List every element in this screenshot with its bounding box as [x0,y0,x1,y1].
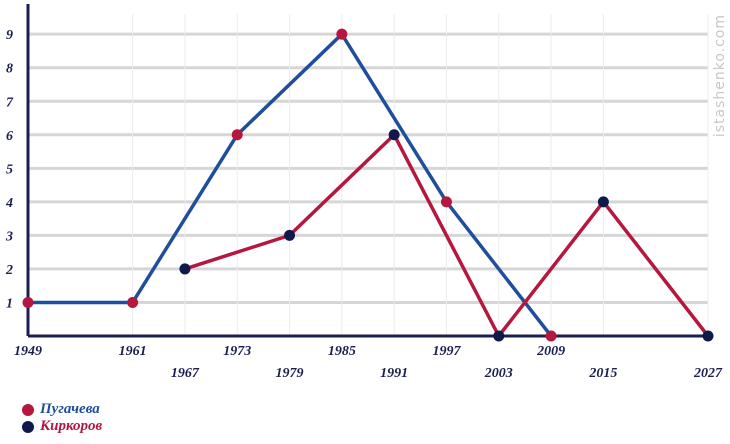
x-tick-label-2003: 2003 [484,366,513,381]
legend-label-kirkorov: Киркоров [40,418,103,434]
y-tick-label-6: 6 [6,129,13,144]
y-tick-label-2: 2 [5,263,13,278]
data-point-0-1997 [440,196,452,208]
data-point-0-1973 [231,129,243,141]
x-tick-label-2015: 2015 [588,366,617,381]
data-point-0-1961 [127,296,139,308]
x-tick-label-1985: 1985 [328,344,356,359]
x-tick-label-2009: 2009 [536,344,565,359]
data-point-1-1991 [388,129,400,141]
x-tick-label-1997: 1997 [432,344,461,359]
x-tick-label-1979: 1979 [276,366,304,381]
x-tick-label-2027: 2027 [693,366,723,381]
data-point-0-1985 [336,28,348,40]
y-tick-label-3: 3 [5,229,13,244]
x-tick-label-1961: 1961 [119,344,147,359]
x-tick-label-1967: 1967 [171,366,200,381]
data-point-1-1979 [284,229,296,241]
legend-item-pugacheva: Пугачева [22,401,100,418]
data-point-0-1949 [22,296,34,308]
y-tick-label-5: 5 [6,162,13,177]
data-point-1-1967 [179,263,191,275]
data-point-1-2015 [597,196,609,208]
y-tick-label-9: 9 [6,28,13,43]
series-line-0 [28,32,553,338]
x-tick-label-1991: 1991 [380,366,408,381]
data-point-1-2027 [702,330,714,342]
legend-label-pugacheva: Пугачева [40,401,100,417]
y-tick-label-1: 1 [6,296,13,311]
y-tick-label-8: 8 [6,62,13,77]
series-line-1 [184,133,710,338]
data-point-0-2009 [545,330,557,342]
legend-marker-kirkorov [22,420,34,433]
legend-marker-pugacheva [22,403,34,416]
x-tick-label-1973: 1973 [223,344,251,359]
data-point-1-2003 [493,330,505,342]
y-tick-label-7: 7 [6,95,14,110]
x-tick-label-1949: 1949 [14,344,42,359]
y-tick-label-4: 4 [5,196,13,211]
legend-item-kirkorov: Киркоров [22,418,102,435]
watermark: istashenko.com [712,14,728,138]
